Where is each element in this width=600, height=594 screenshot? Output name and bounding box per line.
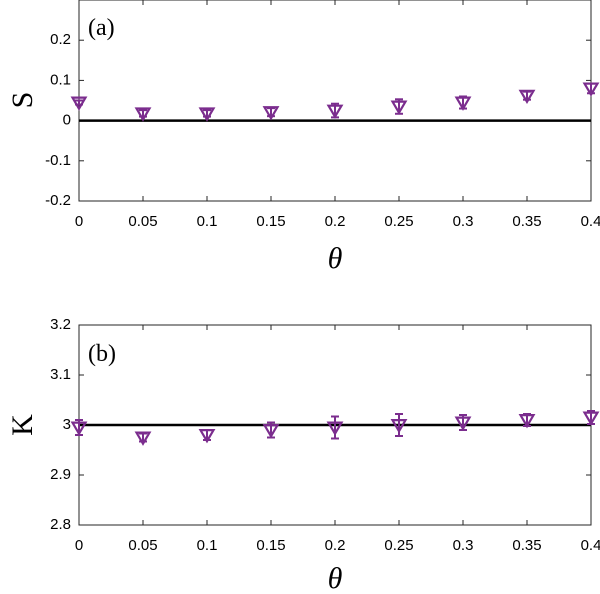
x-tick-label: 0.2: [325, 213, 346, 230]
x-tick-label: 0.25: [384, 213, 413, 230]
x-tick-label: 0.25: [384, 537, 413, 554]
x-tick-label: 0.15: [256, 213, 285, 230]
y-tick-label: 2.8: [50, 516, 71, 533]
y-tick-label: 3.2: [50, 316, 71, 333]
down-triangle-marker: [454, 416, 472, 431]
down-triangle-marker: [262, 424, 280, 439]
data-point: [70, 96, 88, 111]
down-triangle-marker: [198, 107, 216, 122]
data-point: [582, 410, 600, 426]
data-point: [70, 419, 88, 436]
y-tick-label: 2.9: [50, 466, 71, 483]
panel-a: (a) -0.2-0.100.10.2 0 0.05 0.1 0.15 0.2 0.25 0…: [6, 0, 600, 275]
y-tick-label: -0.2: [45, 192, 71, 209]
x-tick-label: 0.05: [128, 537, 157, 554]
x-tick-label: 0.35: [512, 537, 541, 554]
data-point: [198, 429, 216, 444]
data-point: [454, 95, 472, 111]
data-point: [262, 106, 280, 121]
down-triangle-marker: [390, 100, 408, 115]
data-point: [390, 413, 408, 437]
x-tick-label: 0.05: [128, 213, 157, 230]
down-triangle-marker: [582, 82, 600, 97]
data-point: [134, 107, 152, 122]
down-triangle-marker: [134, 431, 152, 446]
data-points-b: [70, 410, 600, 446]
x-tick-label: 0: [75, 537, 83, 554]
data-point: [390, 98, 408, 115]
x-tick-label: 0.3: [453, 213, 474, 230]
y-ticks-a: -0.2 -0.1 0 0.1 0.2: [45, 31, 591, 209]
y-tick-label: -0.1: [45, 152, 71, 169]
panel-b: (b) 2.8 2.9 3 3.1 3.2 0 0.05 0.1 0.15 0.2 0.25 0.3…: [6, 316, 600, 594]
x-tick-label: 0.4: [581, 213, 600, 230]
panel-label-a: (a): [88, 15, 115, 41]
down-triangle-marker: [70, 96, 88, 111]
down-triangle-marker: [262, 106, 280, 121]
y-tick-label: 0: [63, 112, 71, 129]
data-point: [198, 107, 216, 122]
down-triangle-marker: [390, 419, 408, 434]
data-point: [518, 89, 536, 105]
data-point: [582, 82, 600, 97]
y-ticks-b: 2.8 2.9 3 3.1 3.2: [50, 316, 591, 533]
plot-area-a: [78, 0, 592, 202]
y-tick-label: 3.1: [50, 366, 71, 383]
down-triangle-marker: [582, 411, 600, 426]
x-tick-label: 0: [75, 213, 83, 230]
down-triangle-marker: [518, 414, 536, 429]
down-triangle-marker: [326, 421, 344, 436]
data-point: [454, 414, 472, 431]
y-axis-title-b: K: [6, 414, 39, 436]
y-tick-label: 3: [63, 416, 71, 433]
down-triangle-marker: [198, 429, 216, 444]
data-point: [518, 413, 536, 429]
x-axis-title-b: θ: [328, 562, 343, 594]
panel-label-b: (b): [88, 341, 116, 367]
data-point: [262, 421, 280, 439]
x-tick-label: 0.4: [581, 537, 600, 554]
x-ticks-b: 0 0.05 0.1 0.15 0.2 0.25 0.3 0.35 0.4: [75, 325, 600, 554]
y-tick-label: 0.1: [50, 71, 71, 88]
data-point: [326, 415, 344, 440]
x-tick-label: 0.1: [197, 537, 218, 554]
data-point: [326, 102, 344, 119]
down-triangle-marker: [70, 421, 88, 436]
down-triangle-marker: [518, 89, 536, 105]
data-points-a: [70, 82, 600, 122]
x-tick-label: 0.35: [512, 213, 541, 230]
x-tick-label: 0.3: [453, 537, 474, 554]
x-tick-label: 0.1: [197, 213, 218, 230]
down-triangle-marker: [134, 107, 152, 122]
down-triangle-marker: [326, 104, 344, 119]
x-axis-title-a: θ: [328, 242, 343, 275]
down-triangle-marker: [454, 96, 472, 111]
y-tick-label: 0.2: [50, 31, 71, 48]
x-ticks-a: 0 0.05 0.1 0.15 0.2 0.25 0.3 0.35 0.4: [75, 0, 600, 230]
y-axis-title-a: S: [6, 92, 39, 109]
data-point: [134, 431, 152, 446]
x-tick-label: 0.2: [325, 537, 346, 554]
x-tick-label: 0.15: [256, 537, 285, 554]
